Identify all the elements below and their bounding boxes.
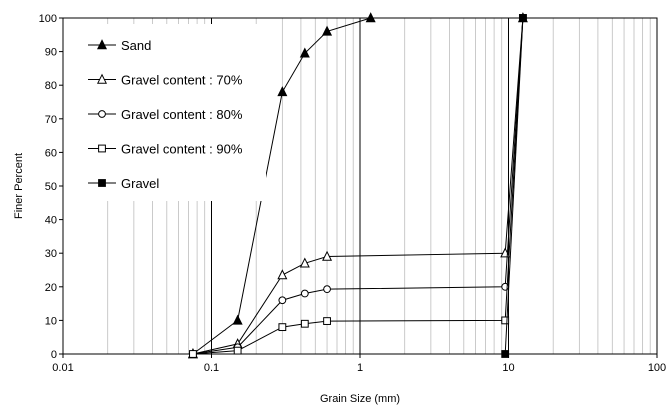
legend: Sand Gravel content : 70% Gravel content :…: [64, 24, 266, 201]
y-axis-title: Finer Percent: [13, 153, 25, 219]
series-4: [501, 14, 527, 358]
x-tick-label: 10: [502, 362, 514, 374]
legend-marker: [98, 110, 106, 118]
data-point: [278, 296, 287, 305]
legend-item: Gravel content : 80%: [88, 107, 243, 122]
x-tick-label: 0.01: [52, 362, 73, 374]
y-tick-label: 0: [51, 349, 57, 361]
data-point: [501, 350, 510, 358]
y-tick-label: 10: [45, 315, 57, 327]
legend-label: Gravel: [121, 176, 159, 191]
data-point: [322, 250, 333, 261]
y-tick-label: 20: [45, 282, 57, 294]
y-tick-label: 70: [45, 114, 57, 126]
data-point: [322, 25, 333, 36]
data-point: [323, 285, 331, 294]
data-point: [323, 317, 331, 325]
legend-item: Gravel content : 70%: [88, 73, 243, 88]
data-point: [300, 319, 309, 328]
data-point: [501, 316, 510, 325]
series-line: [504, 17, 524, 355]
y-tick-label: 50: [45, 181, 57, 193]
legend-label: Gravel content : 80%: [121, 107, 243, 122]
y-tick-label: 60: [45, 147, 57, 159]
legend-marker: [98, 144, 106, 153]
data-series: [187, 12, 528, 359]
y-tick-label: 80: [45, 80, 57, 92]
legend-item: Gravel content : 90%: [88, 142, 243, 157]
legend-label: Gravel content : 70%: [121, 73, 243, 88]
data-point: [518, 14, 527, 22]
y-tick-label: 100: [39, 13, 57, 25]
data-point: [299, 47, 310, 58]
legend-item: Gravel: [88, 176, 159, 191]
x-tick-label: 100: [648, 362, 666, 374]
data-point: [232, 314, 243, 325]
data-point: [299, 257, 310, 268]
data-point: [278, 323, 287, 332]
legend-label: Gravel content : 90%: [121, 142, 243, 157]
legend-background: [64, 24, 266, 201]
data-point: [300, 289, 309, 298]
data-point: [189, 350, 197, 358]
legend-marker: [96, 39, 108, 50]
legend-marker: [98, 179, 106, 187]
tick-labels: 0 10 20 30 40 50 60 70 80 90 100 0.01 0.1 1 10 100: [39, 13, 667, 374]
y-tick-label: 90: [45, 47, 57, 59]
legend-item: Sand: [88, 38, 151, 53]
data-point: [277, 86, 288, 97]
data-point: [277, 269, 288, 280]
y-tick-label: 30: [45, 248, 57, 260]
data-point: [233, 346, 242, 355]
x-tick-label: 0.1: [204, 362, 219, 374]
legend-label: Sand: [121, 38, 151, 53]
series-line: [192, 17, 371, 355]
x-axis-title: Grain Size (mm): [320, 393, 400, 405]
data-point: [365, 12, 376, 23]
y-tick-label: 40: [45, 215, 57, 227]
legend-marker: [96, 73, 108, 84]
x-tick-label: 1: [357, 362, 363, 374]
